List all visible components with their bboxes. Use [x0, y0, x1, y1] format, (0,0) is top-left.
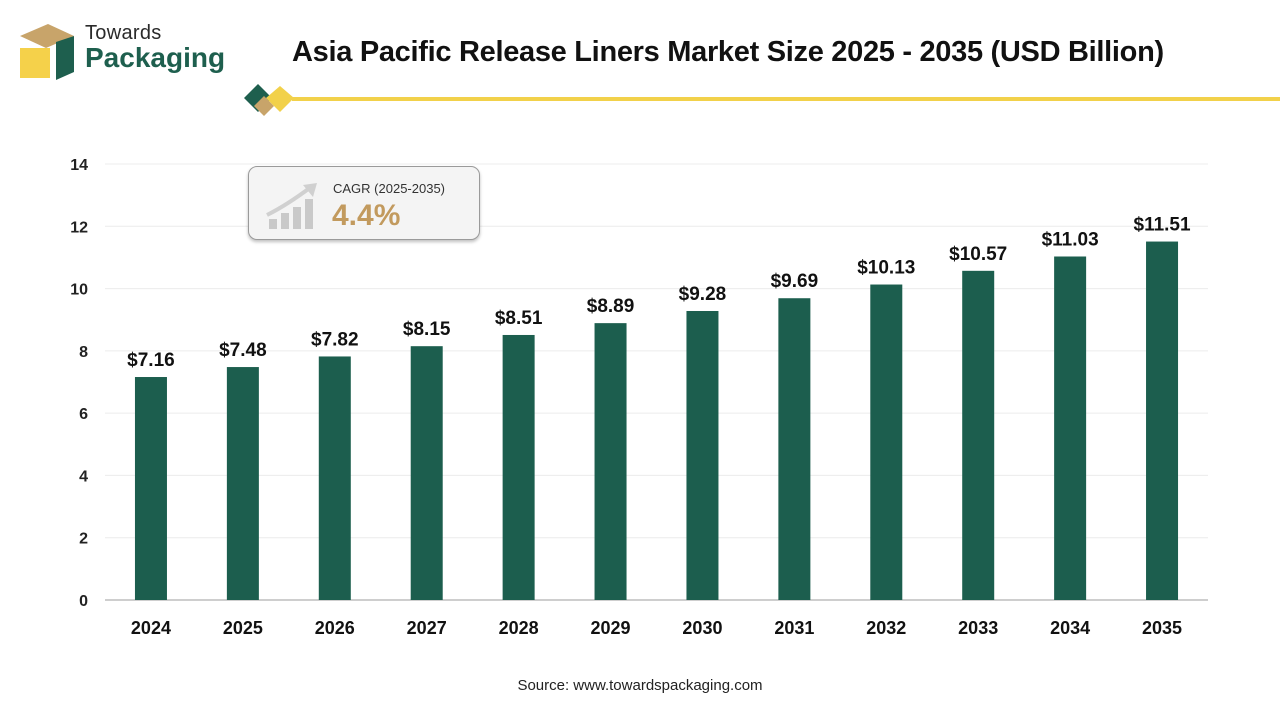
y-tick-label: 2 — [79, 531, 88, 548]
y-tick-label: 6 — [79, 406, 88, 423]
y-axis-ticks: 0 2 4 6 8 10 12 14 — [70, 157, 88, 610]
icon-bar-1 — [269, 219, 277, 229]
x-tick-label-2025: 2025 — [223, 618, 263, 638]
bar-2031 — [778, 298, 811, 600]
y-tick-label: 4 — [79, 468, 88, 485]
cagr-callout: CAGR (2025-2035) 4.4% — [248, 166, 480, 240]
y-tick-label: 0 — [79, 593, 88, 610]
cagr-label: CAGR (2025-2035) — [333, 181, 445, 196]
chart-title: Asia Pacific Release Liners Market Size … — [292, 36, 1164, 68]
icon-bar-3 — [293, 207, 301, 229]
x-tick-label-2027: 2027 — [407, 618, 447, 638]
deco-diamond-gold — [266, 86, 294, 112]
x-tick-label-2028: 2028 — [499, 618, 539, 638]
data-label-2026: $7.82 — [311, 329, 359, 350]
logo-box-side — [56, 36, 74, 80]
bars — [134, 241, 1179, 600]
y-tick-label: 14 — [70, 157, 88, 174]
y-tick-label: 10 — [70, 282, 88, 299]
title-underline-decoration — [244, 84, 1280, 116]
data-label-2028: $8.51 — [495, 308, 543, 329]
logo-text-towards: Towards — [85, 22, 162, 44]
y-tick-label: 8 — [79, 344, 88, 361]
icon-arrow-head — [303, 183, 317, 197]
y-tick-label: 12 — [70, 219, 88, 236]
data-label-2024: $7.16 — [127, 350, 175, 371]
data-label-2032: $10.13 — [857, 258, 915, 279]
data-label-2030: $9.28 — [679, 284, 727, 305]
x-axis-ticks: 2024 2025 2026 2027 2028 2029 2030 2031 2032 2033… — [131, 618, 1182, 638]
bar-2025 — [226, 367, 259, 600]
bar-2026 — [318, 356, 351, 600]
x-tick-label-2034: 2034 — [1050, 618, 1090, 638]
bar-2035 — [1146, 241, 1179, 600]
data-labels: $7.16 $7.48 $7.82 $8.15 $8.51 $8.89 $9.28 $9.69… — [127, 215, 1191, 371]
x-tick-label-2031: 2031 — [774, 618, 814, 638]
data-label-2025: $7.48 — [219, 340, 267, 361]
icon-bar-2 — [281, 213, 289, 229]
cagr-value: 4.4% — [332, 199, 401, 232]
bar-2032 — [870, 284, 903, 600]
deco-gold-line — [292, 97, 1280, 101]
logo-box-top — [20, 24, 74, 48]
towards-packaging-logo — [20, 24, 74, 80]
data-label-2033: $10.57 — [949, 244, 1007, 265]
data-label-2031: $9.69 — [771, 271, 819, 292]
bar-2033 — [962, 270, 995, 600]
icon-trend-arrow — [266, 185, 313, 217]
icon-bar-4 — [305, 199, 313, 229]
x-tick-label-2033: 2033 — [958, 618, 998, 638]
bar-2034 — [1054, 256, 1087, 600]
bar-2028 — [502, 334, 535, 600]
growth-chart-icon — [266, 183, 317, 229]
data-label-2035: $11.51 — [1134, 215, 1191, 236]
bar-2024 — [134, 377, 167, 600]
x-tick-label-2035: 2035 — [1142, 618, 1182, 638]
logo-text-packaging: Packaging — [85, 42, 226, 73]
data-label-2034: $11.03 — [1042, 229, 1099, 250]
bar-2027 — [410, 346, 443, 600]
x-tick-label-2026: 2026 — [315, 618, 355, 638]
x-tick-label-2024: 2024 — [131, 618, 171, 638]
source-note: Source: www.towardspackaging.com — [517, 677, 763, 694]
logo-box-front — [20, 48, 50, 78]
data-label-2029: $8.89 — [587, 296, 635, 317]
x-tick-label-2030: 2030 — [682, 618, 722, 638]
x-tick-label-2032: 2032 — [866, 618, 906, 638]
bar-2030 — [686, 310, 719, 600]
x-tick-label-2029: 2029 — [591, 618, 631, 638]
data-label-2027: $8.15 — [403, 319, 451, 340]
bar-2029 — [594, 323, 627, 600]
